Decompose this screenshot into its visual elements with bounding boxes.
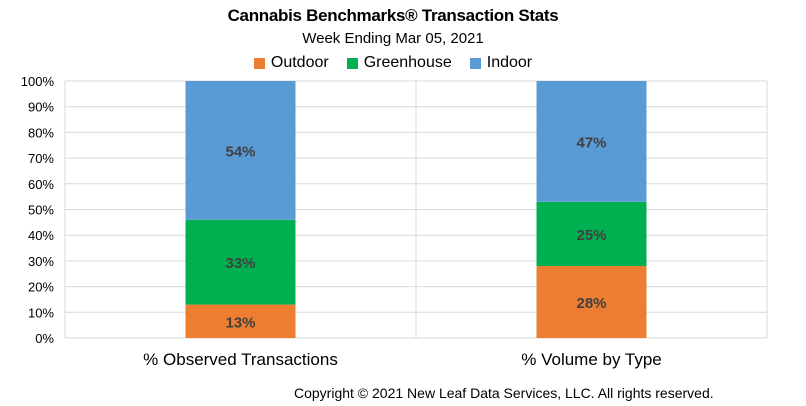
y-tick-label: 30% [28,254,54,269]
y-tick-label: 50% [28,203,54,218]
legend-item-indoor: Indoor [469,54,533,72]
y-tick-label: 100% [21,74,55,89]
legend-swatch-outdoor [253,57,265,69]
chart-subtitle: Week Ending Mar 05, 2021 [302,30,484,47]
x-tick-label: % Observed Transactions [143,350,338,369]
legend-label-outdoor: Outdoor [270,54,329,71]
data-label: 54% [225,143,255,160]
y-tick-label: 20% [28,280,54,295]
bar-outdoor-1 [185,304,296,338]
y-tick-label: 80% [28,125,54,140]
y-tick-label: 90% [28,100,54,115]
data-label: 13% [225,314,255,331]
data-label: 28% [576,295,606,312]
y-tick-label: 60% [28,177,54,192]
legend-swatch-indoor [469,57,481,69]
y-tick-label: 70% [28,151,54,166]
legend-swatch-greenhouse [346,57,358,69]
y-tick-label: 10% [28,305,54,320]
y-tick-label: 0% [35,331,54,346]
data-label: 47% [576,134,606,151]
data-label: 25% [576,227,606,244]
data-label: 33% [225,255,255,272]
bar-indoor-2 [536,81,647,202]
copyright-notice: Copyright © 2021 New Leaf Data Services,… [294,385,714,401]
y-tick-label: 40% [28,228,54,243]
x-tick-label: % Volume by Type [521,350,662,369]
legend-label-greenhouse: Greenhouse [363,54,452,71]
bar-greenhouse-2 [536,201,647,267]
bar-indoor-1 [185,81,296,220]
legend-label-indoor: Indoor [486,54,533,71]
chart-title: Cannabis Benchmarks® Transaction Stats [227,6,559,25]
legend: Outdoor Greenhouse Indoor [0,54,786,72]
legend-item-outdoor: Outdoor [253,54,329,72]
legend-item-greenhouse: Greenhouse [346,54,452,72]
bar-outdoor-2 [536,266,647,338]
bar-greenhouse-1 [185,219,296,305]
